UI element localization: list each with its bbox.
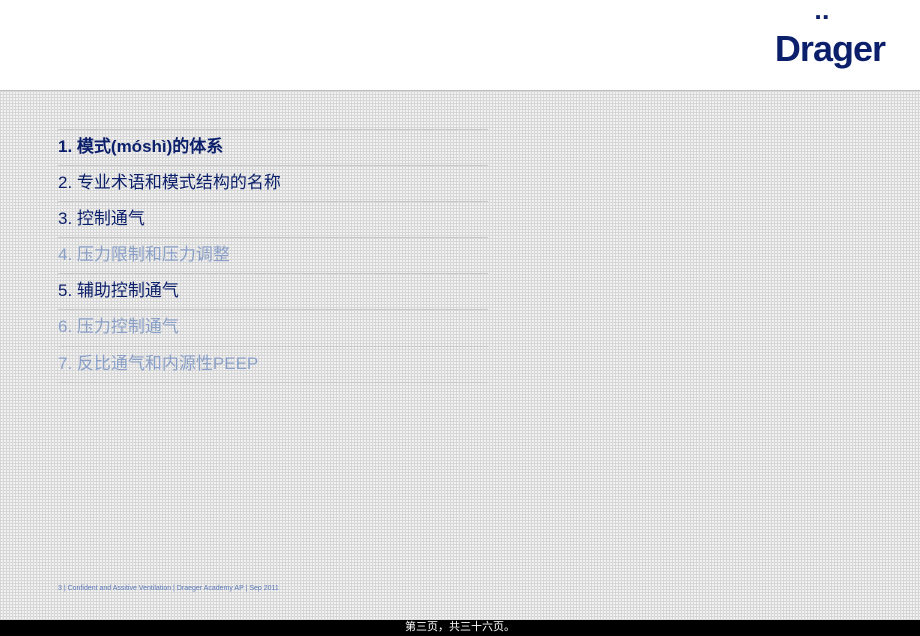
agenda-item-3: 3. 控制通气 [58, 202, 488, 238]
content-area: 1. 模式(móshì)的体系2. 专业术语和模式结构的名称3. 控制通气4. … [0, 90, 920, 620]
agenda-item-number: 5. [58, 281, 77, 300]
agenda-item-text: 压力控制通气 [77, 317, 179, 336]
page-indicator: 第三页，共三十六页。 [0, 618, 920, 634]
brand-logo: Drager [775, 28, 885, 70]
footer-left-text: 3 | Confident and Assitive Ventilation |… [58, 585, 279, 592]
agenda-item-6: 6. 压力控制通气 [58, 310, 488, 346]
agenda-item-number: 3. [58, 209, 77, 228]
agenda-item-text: 压力限制和压力调整 [77, 245, 230, 264]
agenda-item-2: 2. 专业术语和模式结构的名称 [58, 166, 488, 202]
agenda-item-7: 7. 反比通气和内源性PEEP [58, 347, 488, 383]
agenda-list: 1. 模式(móshì)的体系2. 专业术语和模式结构的名称3. 控制通气4. … [58, 129, 488, 383]
agenda-item-number: 1. [58, 137, 77, 156]
agenda-item-text: 模式(móshì)的体系 [77, 137, 223, 156]
header-area: Drager [0, 0, 920, 90]
agenda-item-number: 7. [58, 354, 77, 373]
bottom-bar: 第三页，共三十六页。 [0, 620, 920, 636]
agenda-item-text: 专业术语和模式结构的名称 [77, 173, 281, 192]
slide: Drager 1. 模式(móshì)的体系2. 专业术语和模式结构的名称3. … [0, 0, 920, 636]
agenda-item-text: 控制通气 [77, 209, 145, 228]
agenda-item-5: 5. 辅助控制通气 [58, 274, 488, 310]
agenda-item-number: 6. [58, 317, 77, 336]
agenda-item-number: 2. [58, 173, 77, 192]
agenda-item-1: 1. 模式(móshì)的体系 [58, 129, 488, 166]
agenda-item-text: 辅助控制通气 [77, 281, 179, 300]
agenda-item-number: 4. [58, 245, 77, 264]
agenda-item-text: 反比通气和内源性PEEP [77, 354, 258, 373]
agenda-item-4: 4. 压力限制和压力调整 [58, 238, 488, 274]
